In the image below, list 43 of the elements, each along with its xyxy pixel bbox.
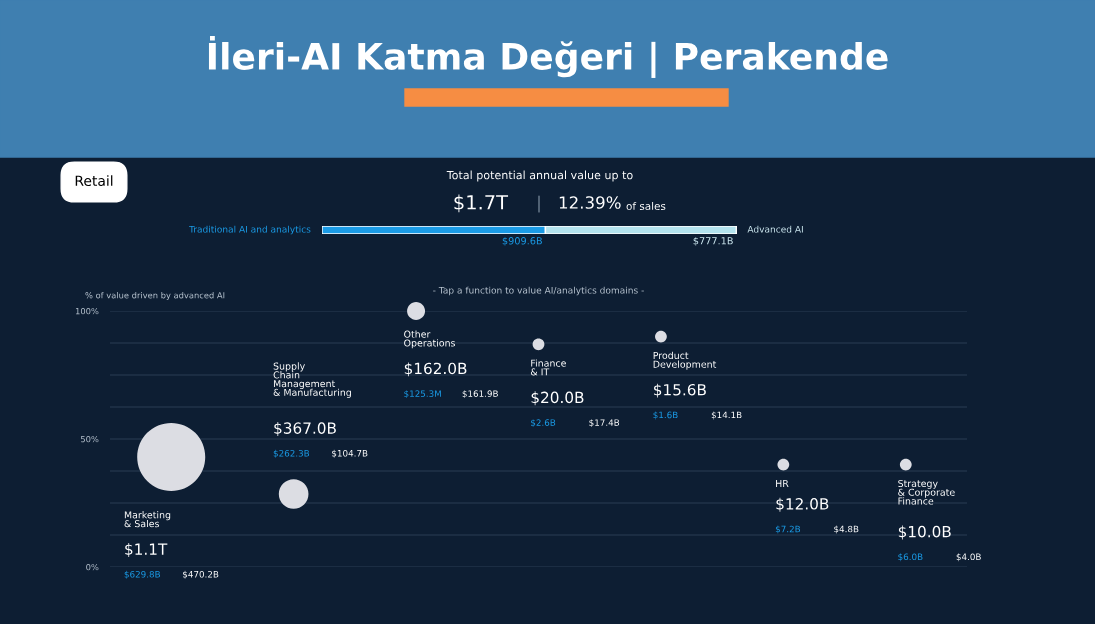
- annotation: Other Operations: [404, 330, 456, 349]
- annotation: $6.0B: [898, 553, 923, 562]
- annotation: $125.3M: [404, 390, 441, 399]
- annotation: HR: [776, 480, 789, 487]
- series-label: Advanced AI: [747, 225, 803, 233]
- annotation: Product Development: [653, 351, 717, 370]
- data-label: $777.1B: [693, 236, 733, 246]
- chart-title: İleri-AI Katma Değeri | Perakende: [208, 36, 888, 78]
- annotation: Supply Chain Management & Manufacturing: [273, 362, 351, 398]
- annotation: $161.9B: [462, 390, 498, 399]
- annotation: $162.0B: [404, 362, 467, 377]
- chart-subtitle: Total potential annual value up to: [446, 170, 633, 182]
- annotation: $367.0B: [274, 422, 336, 436]
- annotation: $17.4B: [589, 419, 620, 428]
- annotation: $14.1B: [711, 411, 742, 420]
- text: $629.8B: [124, 570, 160, 579]
- text: $1.7T: [454, 194, 509, 213]
- annotation: $4.0B: [956, 553, 981, 562]
- annotation: $20.0B: [531, 391, 584, 406]
- annotation: $2.6B: [531, 419, 556, 428]
- y-tick-label: 0%: [86, 563, 99, 571]
- annotation: $1.1T: [125, 543, 168, 557]
- text: Retail: [75, 175, 113, 187]
- text: - Tap a function to value AI/analytics domains -: [433, 286, 644, 296]
- annotation: $1.6B: [653, 411, 678, 420]
- y-tick-label: 50%: [81, 435, 99, 443]
- text: 12.39%: [559, 196, 621, 209]
- y-axis-title: % of value driven by advanced AI: [85, 291, 225, 301]
- annotation: Marketing & Sales: [124, 511, 171, 528]
- annotation: Finance & IT: [530, 359, 566, 376]
- annotation: $104.7B: [332, 449, 368, 458]
- annotation: $15.6B: [654, 383, 706, 398]
- data-label: $909.6B: [502, 236, 542, 246]
- annotation: Strategy & Corporate Finance: [898, 479, 955, 505]
- series-label: Traditional AI and analytics: [189, 225, 311, 235]
- annotation: $4.8B: [834, 525, 859, 534]
- text: $470.2B: [183, 570, 219, 579]
- annotation: $10.0B: [898, 525, 951, 540]
- annotation: $7.2B: [775, 525, 801, 534]
- y-tick-label: 100%: [75, 307, 99, 315]
- annotation: $262.3B: [273, 449, 310, 458]
- text: of sales: [626, 201, 666, 211]
- annotation: $12.0B: [776, 497, 829, 512]
